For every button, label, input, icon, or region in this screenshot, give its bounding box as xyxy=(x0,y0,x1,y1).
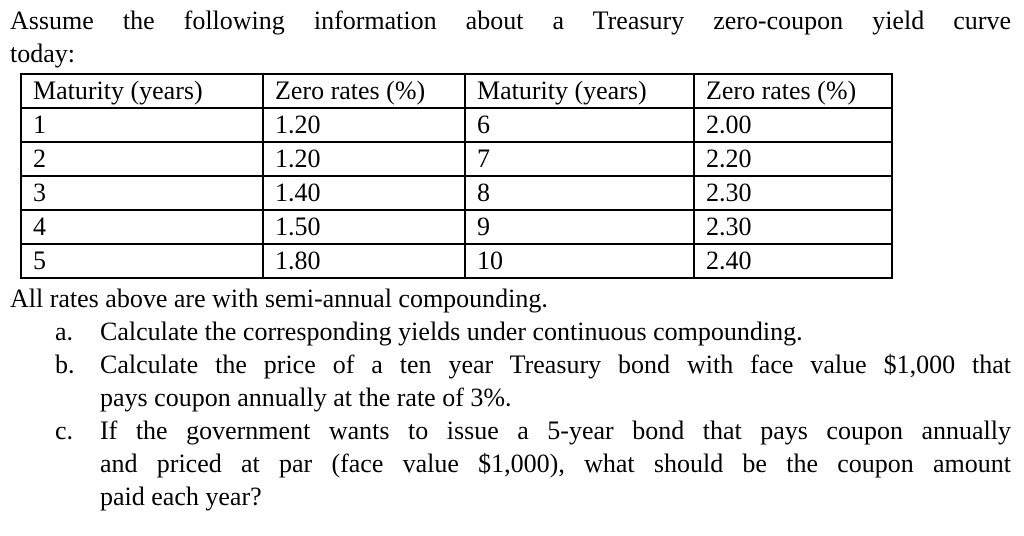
question-item-a: a. Calculate the corresponding yields un… xyxy=(10,315,1011,348)
zero-rates-table: Maturity (years) Zero rates (%) Maturity… xyxy=(20,73,893,279)
table-cell-maturity: 3 xyxy=(20,175,264,211)
problem-intro: Assume the following information about a… xyxy=(10,4,1011,70)
table-cell-rate: 1.20 xyxy=(262,141,466,177)
table-cell-maturity: 5 xyxy=(20,243,264,279)
header-maturity-right: Maturity (years) xyxy=(464,73,695,109)
table-cell-rate: 1.80 xyxy=(262,243,466,279)
table-cell-maturity: 10 xyxy=(464,243,695,279)
table-row: 1 1.20 6 2.00 xyxy=(20,107,893,143)
table-row: 3 1.40 8 2.30 xyxy=(20,175,893,211)
intro-line-2: today: xyxy=(10,39,75,68)
question-line: If the government wants to issue a 5-yea… xyxy=(100,416,1011,445)
table-cell-maturity: 2 xyxy=(20,141,264,177)
question-line: pays coupon annually at the rate of 3%. xyxy=(100,383,512,412)
header-rates-right: Zero rates (%) xyxy=(693,73,893,109)
table-cell-rate: 2.30 xyxy=(693,175,893,211)
question-marker: c. xyxy=(55,416,74,445)
table-cell-maturity: 4 xyxy=(20,209,264,245)
compounding-note: All rates above are with semi-annual com… xyxy=(10,284,548,313)
table-cell-rate: 1.50 xyxy=(262,209,466,245)
table-cell-rate: 1.20 xyxy=(262,107,466,143)
table-cell-rate: 2.40 xyxy=(693,243,893,279)
question-line: Calculate the corresponding yields under… xyxy=(100,317,803,346)
table-cell-rate: 2.00 xyxy=(693,107,893,143)
table-row: 2 1.20 7 2.20 xyxy=(20,141,893,177)
table-cell-maturity: 7 xyxy=(464,141,695,177)
table-cell-rate: 2.30 xyxy=(693,209,893,245)
question-line: paid each year? xyxy=(100,482,262,511)
table-cell-maturity: 8 xyxy=(464,175,695,211)
question-marker: a. xyxy=(55,317,74,346)
table-cell-maturity: 9 xyxy=(464,209,695,245)
header-maturity-left: Maturity (years) xyxy=(20,73,264,109)
intro-line-1: Assume the following information about a… xyxy=(10,6,1011,35)
table-cell-maturity: 6 xyxy=(464,107,695,143)
question-marker: b. xyxy=(55,350,75,379)
table-cell-rate: 2.20 xyxy=(693,141,893,177)
header-rates-left: Zero rates (%) xyxy=(262,73,466,109)
question-line: Calculate the price of a ten year Treasu… xyxy=(100,350,1011,379)
table-row: 4 1.50 9 2.30 xyxy=(20,209,893,245)
table-cell-rate: 1.40 xyxy=(262,175,466,211)
table-row: 5 1.80 10 2.40 xyxy=(20,243,893,279)
table-header-row: Maturity (years) Zero rates (%) Maturity… xyxy=(20,73,893,109)
question-item-b: b. Calculate the price of a ten year Tre… xyxy=(10,348,1011,414)
document-page: Assume the following information about a… xyxy=(10,4,1011,513)
question-list: a. Calculate the corresponding yields un… xyxy=(10,315,1011,513)
question-line: and priced at par (face value $1,000), w… xyxy=(100,449,1011,478)
question-item-c: c. If the government wants to issue a 5-… xyxy=(10,414,1011,513)
table-cell-maturity: 1 xyxy=(20,107,264,143)
